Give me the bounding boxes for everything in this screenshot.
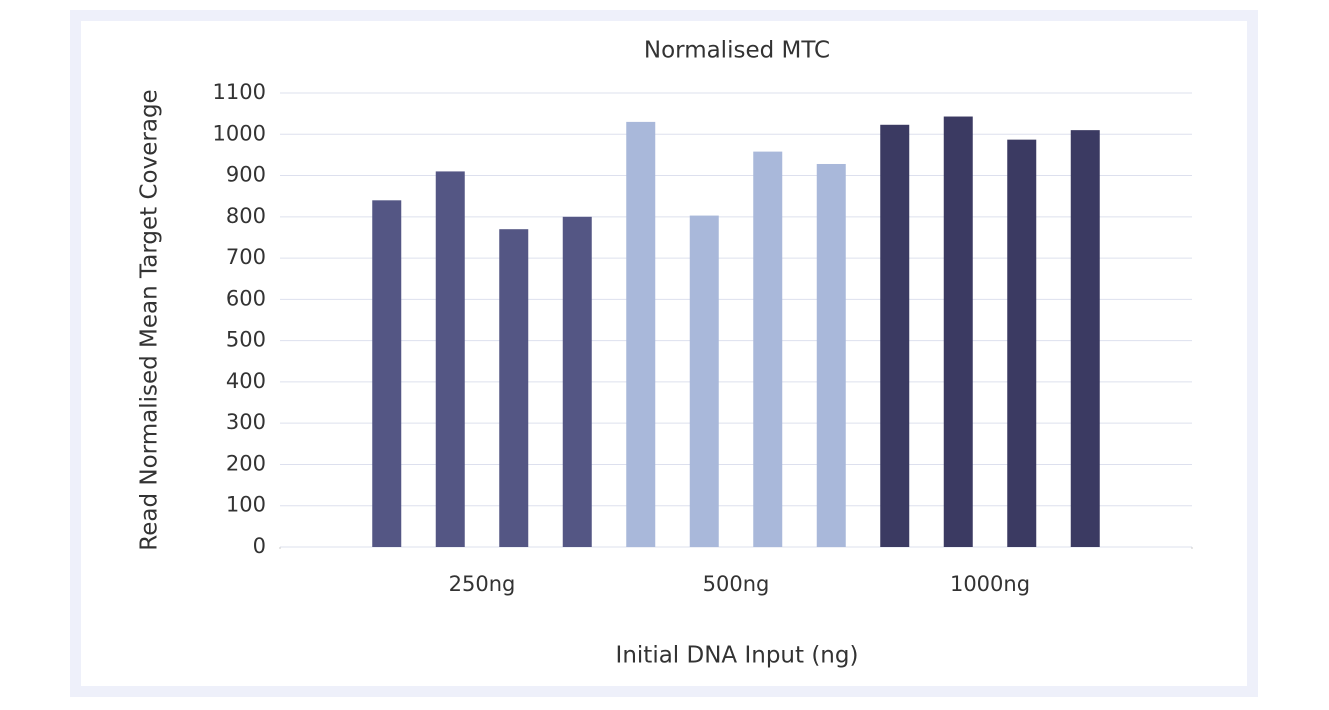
y-axis-label: Read Normalised Mean Target Coverage bbox=[137, 89, 163, 550]
bar bbox=[880, 124, 910, 547]
y-tick-label: 900 bbox=[226, 163, 266, 187]
bar bbox=[816, 163, 846, 548]
bar bbox=[943, 116, 973, 547]
bar bbox=[435, 171, 465, 547]
x-axis-label: Initial DNA Input (ng) bbox=[616, 643, 859, 669]
x-tick-label: 1000ng bbox=[950, 572, 1030, 596]
y-tick-label: 700 bbox=[226, 245, 266, 269]
chart-area bbox=[81, 21, 1247, 686]
y-tick-label: 800 bbox=[226, 204, 266, 228]
bar bbox=[1007, 139, 1037, 547]
bar bbox=[562, 216, 592, 547]
y-tick-label: 400 bbox=[226, 369, 266, 393]
chart-title: Normalised MTC bbox=[644, 38, 830, 64]
x-tick-label: 250ng bbox=[449, 572, 516, 596]
bar bbox=[1070, 130, 1100, 548]
bar bbox=[372, 200, 402, 548]
y-tick-label: 1000 bbox=[213, 121, 266, 145]
y-tick-label: 1100 bbox=[213, 80, 266, 104]
y-tick-label: 500 bbox=[226, 328, 266, 352]
x-tick-label: 500ng bbox=[703, 572, 770, 596]
bar bbox=[689, 215, 719, 547]
bar bbox=[499, 229, 529, 547]
bar bbox=[626, 121, 656, 548]
y-tick-label: 600 bbox=[226, 286, 266, 310]
y-tick-label: 300 bbox=[226, 410, 266, 434]
y-tick-label: 200 bbox=[226, 451, 266, 475]
y-tick-label: 100 bbox=[226, 493, 266, 517]
y-tick-label: 0 bbox=[253, 534, 266, 558]
bar bbox=[753, 151, 783, 547]
